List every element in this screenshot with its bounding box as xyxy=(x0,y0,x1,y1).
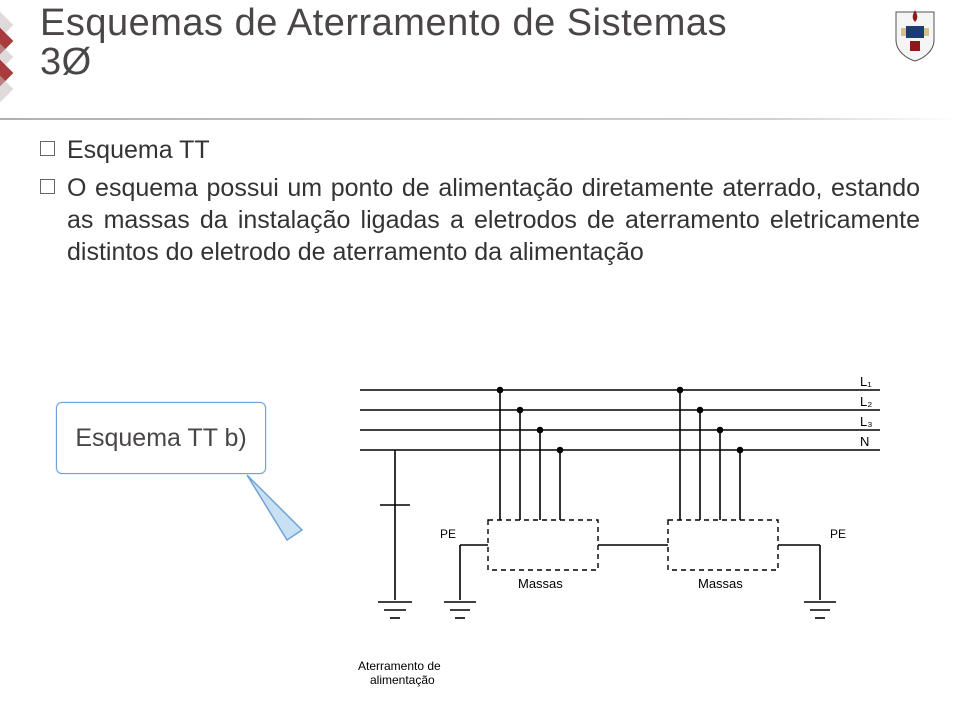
bullet-box-icon xyxy=(40,179,55,194)
body-content: Esquema TT O esquema possui um ponto de … xyxy=(40,134,920,274)
bullet-box-icon xyxy=(40,141,55,156)
pe-label-left: PE xyxy=(440,527,456,541)
line-label-L1: L₁ xyxy=(860,374,872,389)
callout-label: Esquema TT b) xyxy=(75,424,246,453)
tt-scheme-diagram: L₁ L₂ L₃ N Aterramento de alimentação xyxy=(340,370,900,690)
line-label-L3: L₃ xyxy=(860,414,873,429)
line-label-L2: L₂ xyxy=(860,394,872,409)
title-line1: Esquemas de Aterramento de Sistemas xyxy=(40,2,727,45)
bullet-text: O esquema possui um ponto de alimentação… xyxy=(67,172,920,268)
line-label-N: N xyxy=(860,434,869,449)
header-rule xyxy=(0,118,960,120)
side-diamonds xyxy=(0,12,8,92)
massas-label-1: Massas xyxy=(518,576,563,591)
page-title: Esquemas de Aterramento de Sistemas 3Ø xyxy=(40,2,727,84)
massas-label-2: Massas xyxy=(698,576,743,591)
title-line2: 3Ø xyxy=(40,41,727,84)
callout-box: Esquema TT b) xyxy=(56,402,266,474)
institution-shield-logo xyxy=(892,6,938,67)
pe-label-right: PE xyxy=(830,527,846,541)
diagram-caption: Aterramento de alimentação xyxy=(358,659,444,687)
bullet-item: Esquema TT xyxy=(40,134,920,166)
bullet-item: O esquema possui um ponto de alimentação… xyxy=(40,172,920,268)
bullet-text: Esquema TT xyxy=(67,134,920,166)
